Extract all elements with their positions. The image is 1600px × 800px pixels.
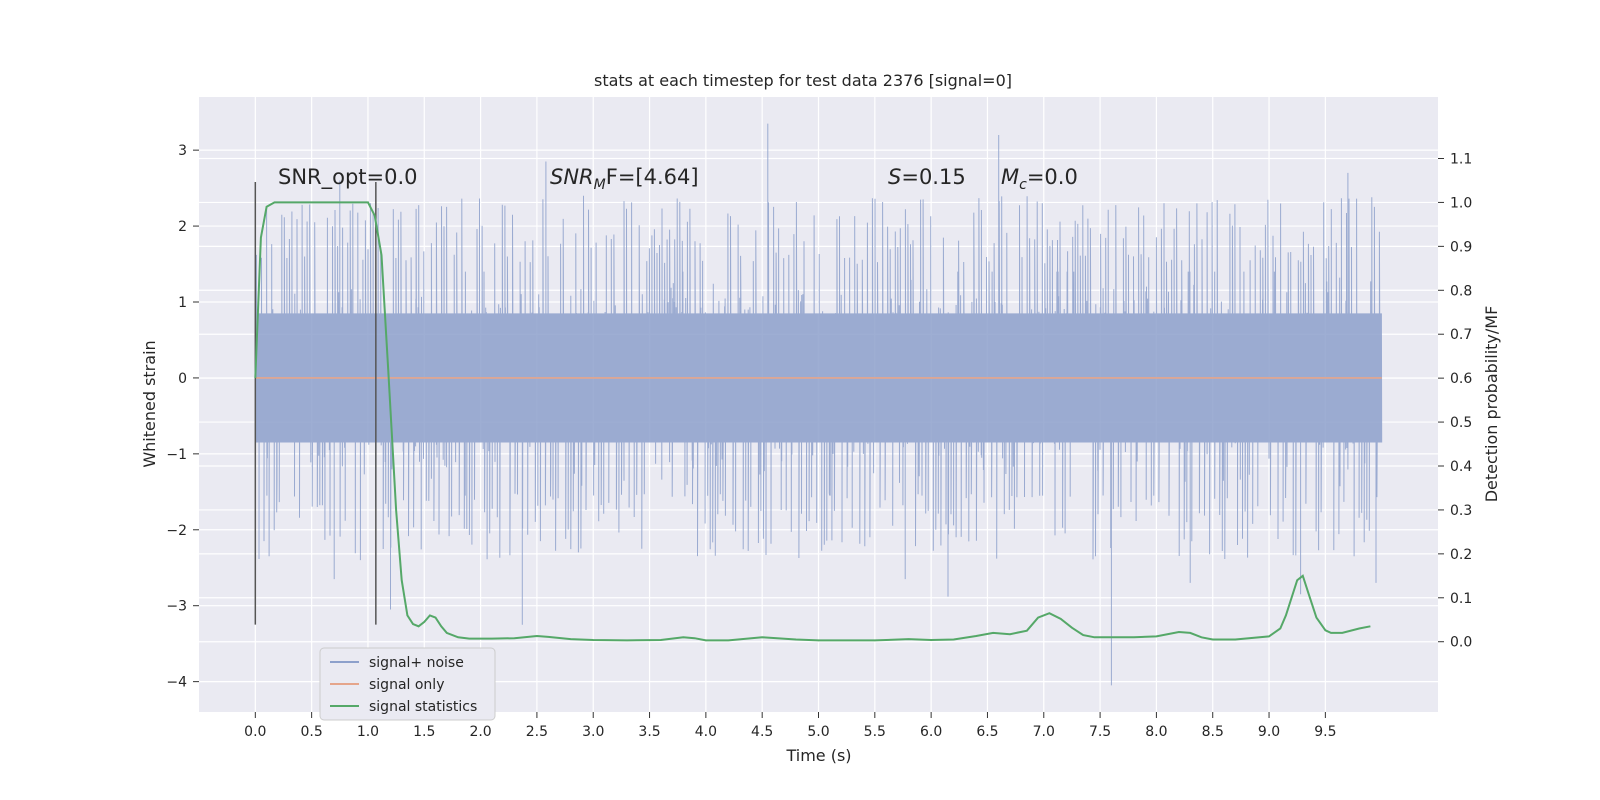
x-tick-label-7: 3.5 (638, 724, 660, 740)
y2-tick-label-7: 0.7 (1450, 327, 1472, 343)
y2-tick-label-8: 0.8 (1450, 283, 1472, 299)
x-tick-label-1: 0.5 (301, 724, 323, 740)
x-tick-label-4: 2.0 (469, 724, 491, 740)
y2-tick-label-6: 0.6 (1450, 371, 1472, 387)
legend-label-signal-only: signal only (369, 677, 444, 693)
x-tick-label-9: 4.5 (751, 724, 773, 740)
x-tick-label-13: 6.5 (976, 724, 998, 740)
right-y-axis: 0.0 0.1 0.2 0.3 0.4 0.5 0.6 0.7 0.8 0.9 1.0 1.1 (1438, 152, 1472, 651)
y-tick-label-7: 3 (178, 143, 187, 159)
signal-statistics-series (254, 201, 1371, 642)
x-tick-label-12: 6.0 (920, 724, 942, 740)
y2-tick-label-9: 0.9 (1450, 239, 1472, 255)
y-axis-label: Whitened strain (140, 340, 159, 467)
x-tick-label-3: 1.5 (413, 724, 435, 740)
y2-tick-label-5: 0.5 (1450, 415, 1472, 431)
y2-tick-label-10: 1.0 (1450, 195, 1472, 211)
x-tick-label-0: 0.0 (244, 724, 266, 740)
y-tick-label-0: −4 (166, 675, 187, 691)
legend-label-statistics: signal statistics (369, 699, 477, 715)
y2-tick-label-4: 0.4 (1450, 459, 1472, 475)
legend: signal+ noise signal only signal statist… (319, 647, 496, 721)
annotation-s: S=0.15 (888, 165, 966, 189)
annotation-snr-mf: SNRMF=[4.64] (550, 165, 699, 193)
y2-tick-label-3: 0.3 (1450, 503, 1472, 519)
y-tick-label-5: 1 (178, 295, 187, 311)
x-tick-label-11: 5.5 (864, 724, 886, 740)
chart-title: stats at each timestep for test data 237… (594, 71, 1012, 90)
signal-statistics-line (254, 201, 1371, 642)
y-tick-label-2: −2 (166, 523, 187, 539)
x-tick-label-19: 9.5 (1314, 724, 1336, 740)
y2-axis-label: Detection probability/MF (1482, 306, 1501, 503)
x-tick-label-6: 3.0 (582, 724, 604, 740)
y-tick-label-1: −3 (166, 599, 187, 615)
x-tick-label-2: 1.0 (357, 724, 379, 740)
x-tick-label-8: 4.0 (695, 724, 717, 740)
x-axis-label: Time (s) (785, 746, 851, 765)
y2-tick-label-11: 1.1 (1450, 152, 1472, 168)
y-tick-label-6: 2 (178, 219, 187, 235)
x-tick-label-5: 2.5 (526, 724, 548, 740)
event-markers (254, 182, 377, 625)
y2-tick-label-2: 0.2 (1450, 547, 1472, 563)
y2-tick-label-0: 0.0 (1450, 635, 1472, 651)
legend-label-noise: signal+ noise (369, 655, 464, 671)
legend-box (319, 647, 496, 721)
x-tick-label-16: 8.0 (1145, 724, 1167, 740)
x-axis: 0.0 0.5 1.0 1.5 2.0 2.5 3.0 3.5 4.0 4.5 5.0 5.5 6.0 6… (244, 712, 1336, 740)
x-tick-label-18: 9.0 (1258, 724, 1280, 740)
y-tick-label-3: −1 (166, 447, 187, 463)
x-tick-label-10: 5.0 (807, 724, 829, 740)
annotation-mc: Mc=0.0 (1001, 165, 1078, 193)
x-tick-label-14: 7.0 (1033, 724, 1055, 740)
y-tick-label-4: 0 (178, 371, 187, 387)
annotation-snr-opt: SNR_opt=0.0 (278, 165, 418, 190)
x-tick-label-15: 7.5 (1089, 724, 1111, 740)
y2-tick-label-1: 0.1 (1450, 591, 1472, 607)
x-tick-label-17: 8.5 (1202, 724, 1224, 740)
left-y-axis: −4 −3 −2 −1 0 1 2 3 (166, 143, 199, 691)
